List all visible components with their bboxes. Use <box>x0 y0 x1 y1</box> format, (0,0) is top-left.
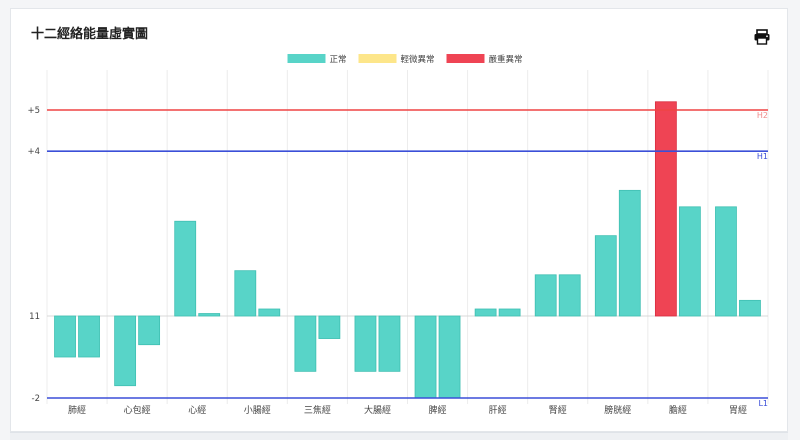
bar <box>258 308 281 317</box>
bar <box>234 270 257 317</box>
legend-label-normal: 正常 <box>330 54 347 65</box>
bar <box>715 206 737 317</box>
bar <box>438 315 461 399</box>
x-tick-label: 膽經 <box>669 404 687 416</box>
y-tick-label: 11 <box>29 312 40 322</box>
x-tick-label: 小腸經 <box>244 404 271 416</box>
legend-swatch-mild <box>358 54 397 63</box>
bar <box>474 308 497 317</box>
legend-swatch-severe <box>446 54 485 63</box>
bar <box>678 206 701 317</box>
printer-icon <box>754 29 770 45</box>
bar <box>294 315 317 372</box>
bar <box>78 315 100 358</box>
bar <box>198 313 221 317</box>
x-tick-label: 心經 <box>188 404 206 416</box>
x-tick-label: 肝經 <box>489 404 507 416</box>
bar <box>739 299 761 317</box>
reference-label-h1: H1 <box>757 152 768 161</box>
bar <box>498 308 521 317</box>
x-tick-label: 膀胱經 <box>604 404 631 416</box>
bar <box>594 235 617 317</box>
bar <box>138 315 161 346</box>
y-tick-label: +5 <box>27 106 40 116</box>
bottom-strip <box>10 432 788 440</box>
x-tick-label: 三焦經 <box>304 404 331 416</box>
bar <box>558 274 581 317</box>
reference-label-l1: L1 <box>758 399 768 408</box>
chart-title: 十二經絡能量虛實圖 <box>31 27 149 42</box>
bar <box>354 315 377 372</box>
print-button[interactable] <box>753 29 771 45</box>
x-tick-label: 胃經 <box>729 404 747 416</box>
bar <box>114 315 137 387</box>
x-tick-label: 大腸經 <box>364 404 391 416</box>
bar <box>378 315 401 372</box>
bar <box>174 220 197 317</box>
legend-swatch-normal <box>287 54 326 63</box>
x-tick-label: 心包經 <box>124 404 151 416</box>
legend-label-severe: 嚴重異常 <box>489 54 523 65</box>
bar <box>318 315 341 339</box>
y-tick-label: -2 <box>32 394 40 404</box>
x-tick-label: 脾經 <box>429 404 447 416</box>
bar <box>414 315 437 399</box>
legend-label-mild: 輕微異常 <box>401 54 435 65</box>
reference-label-h2: H2 <box>757 111 768 120</box>
y-tick-label: +4 <box>27 147 40 157</box>
x-tick-label: 肺經 <box>68 404 86 416</box>
bar <box>54 315 76 358</box>
x-tick-label: 腎經 <box>549 404 567 416</box>
bar <box>534 274 557 317</box>
bar <box>618 189 641 317</box>
bar <box>654 101 677 317</box>
